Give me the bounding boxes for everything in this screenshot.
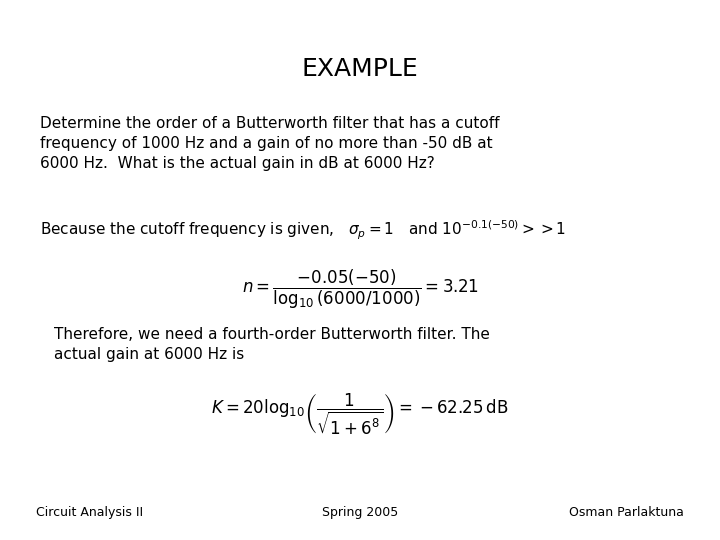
- Text: Determine the order of a Butterworth filter that has a cutoff
frequency of 1000 : Determine the order of a Butterworth fil…: [40, 116, 499, 171]
- Text: $K = 20\log_{10}\!\left(\dfrac{1}{\sqrt{1+6^{8}}}\right) = -62.25\,\mathrm{dB}$: $K = 20\log_{10}\!\left(\dfrac{1}{\sqrt{…: [211, 392, 509, 437]
- Text: $n = \dfrac{-0.05(-50)}{\log_{10}(6000/1000)} = 3.21$: $n = \dfrac{-0.05(-50)}{\log_{10}(6000/1…: [242, 267, 478, 310]
- Text: Spring 2005: Spring 2005: [322, 507, 398, 519]
- Text: Circuit Analysis II: Circuit Analysis II: [36, 507, 143, 519]
- Text: Therefore, we need a fourth-order Butterworth filter. The
actual gain at 6000 Hz: Therefore, we need a fourth-order Butter…: [54, 327, 490, 361]
- Text: EXAMPLE: EXAMPLE: [302, 57, 418, 80]
- Text: Osman Parlaktuna: Osman Parlaktuna: [569, 507, 684, 519]
- Text: Because the cutoff frequency is given,   $\sigma_{p}=1$   and $10^{-0.1(-50)}>>1: Because the cutoff frequency is given, $…: [40, 219, 566, 242]
